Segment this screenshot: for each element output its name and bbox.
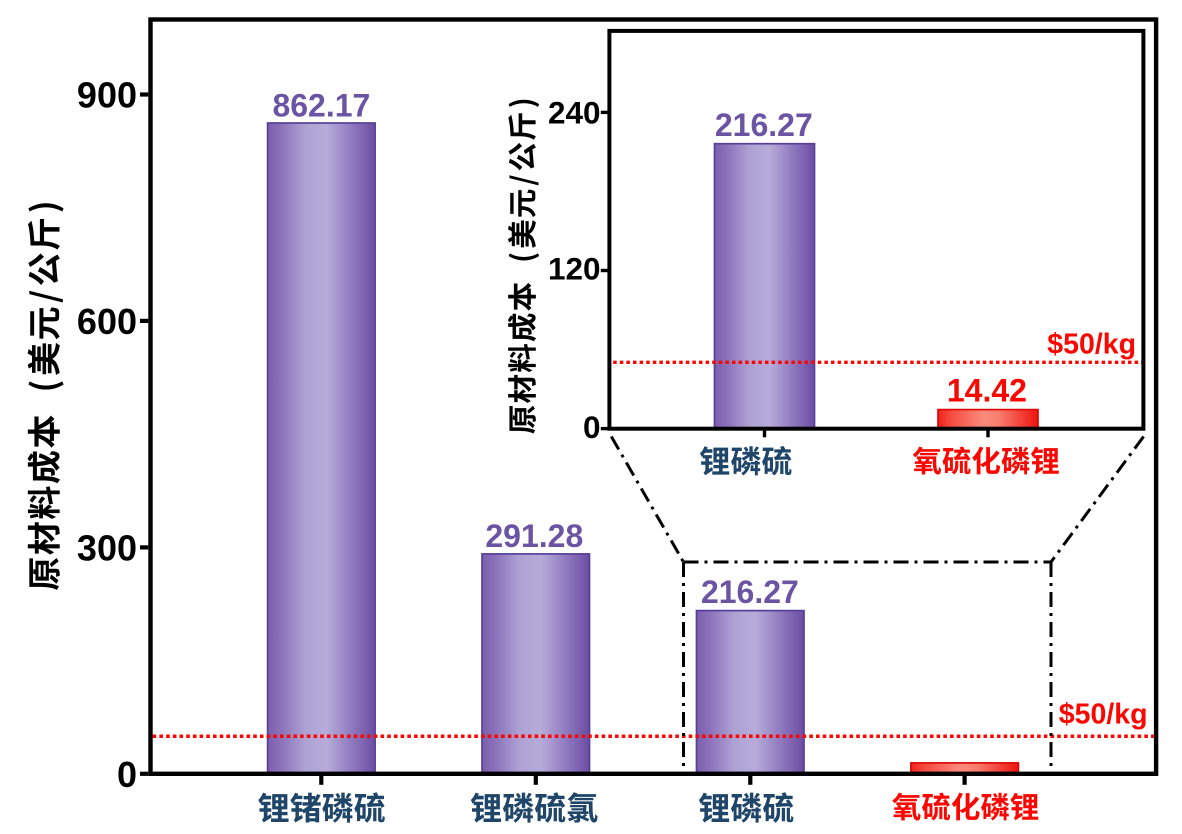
svg-text:240: 240 <box>548 95 601 131</box>
svg-text:900: 900 <box>77 75 137 116</box>
svg-text:0: 0 <box>583 409 601 445</box>
svg-text:216.27: 216.27 <box>701 574 799 610</box>
svg-text:216.27: 216.27 <box>715 107 813 143</box>
svg-text:$50/kg: $50/kg <box>1059 699 1148 731</box>
svg-text:600: 600 <box>77 301 137 342</box>
svg-text:120: 120 <box>548 250 601 286</box>
svg-text:14.42: 14.42 <box>947 373 1027 409</box>
svg-text:862.17: 862.17 <box>272 87 370 123</box>
svg-text:$50/kg: $50/kg <box>1047 329 1136 361</box>
svg-text:291.28: 291.28 <box>485 518 583 554</box>
svg-text:300: 300 <box>77 528 137 569</box>
svg-text:0: 0 <box>117 754 137 795</box>
